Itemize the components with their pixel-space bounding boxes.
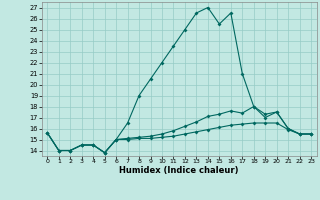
X-axis label: Humidex (Indice chaleur): Humidex (Indice chaleur) (119, 166, 239, 175)
